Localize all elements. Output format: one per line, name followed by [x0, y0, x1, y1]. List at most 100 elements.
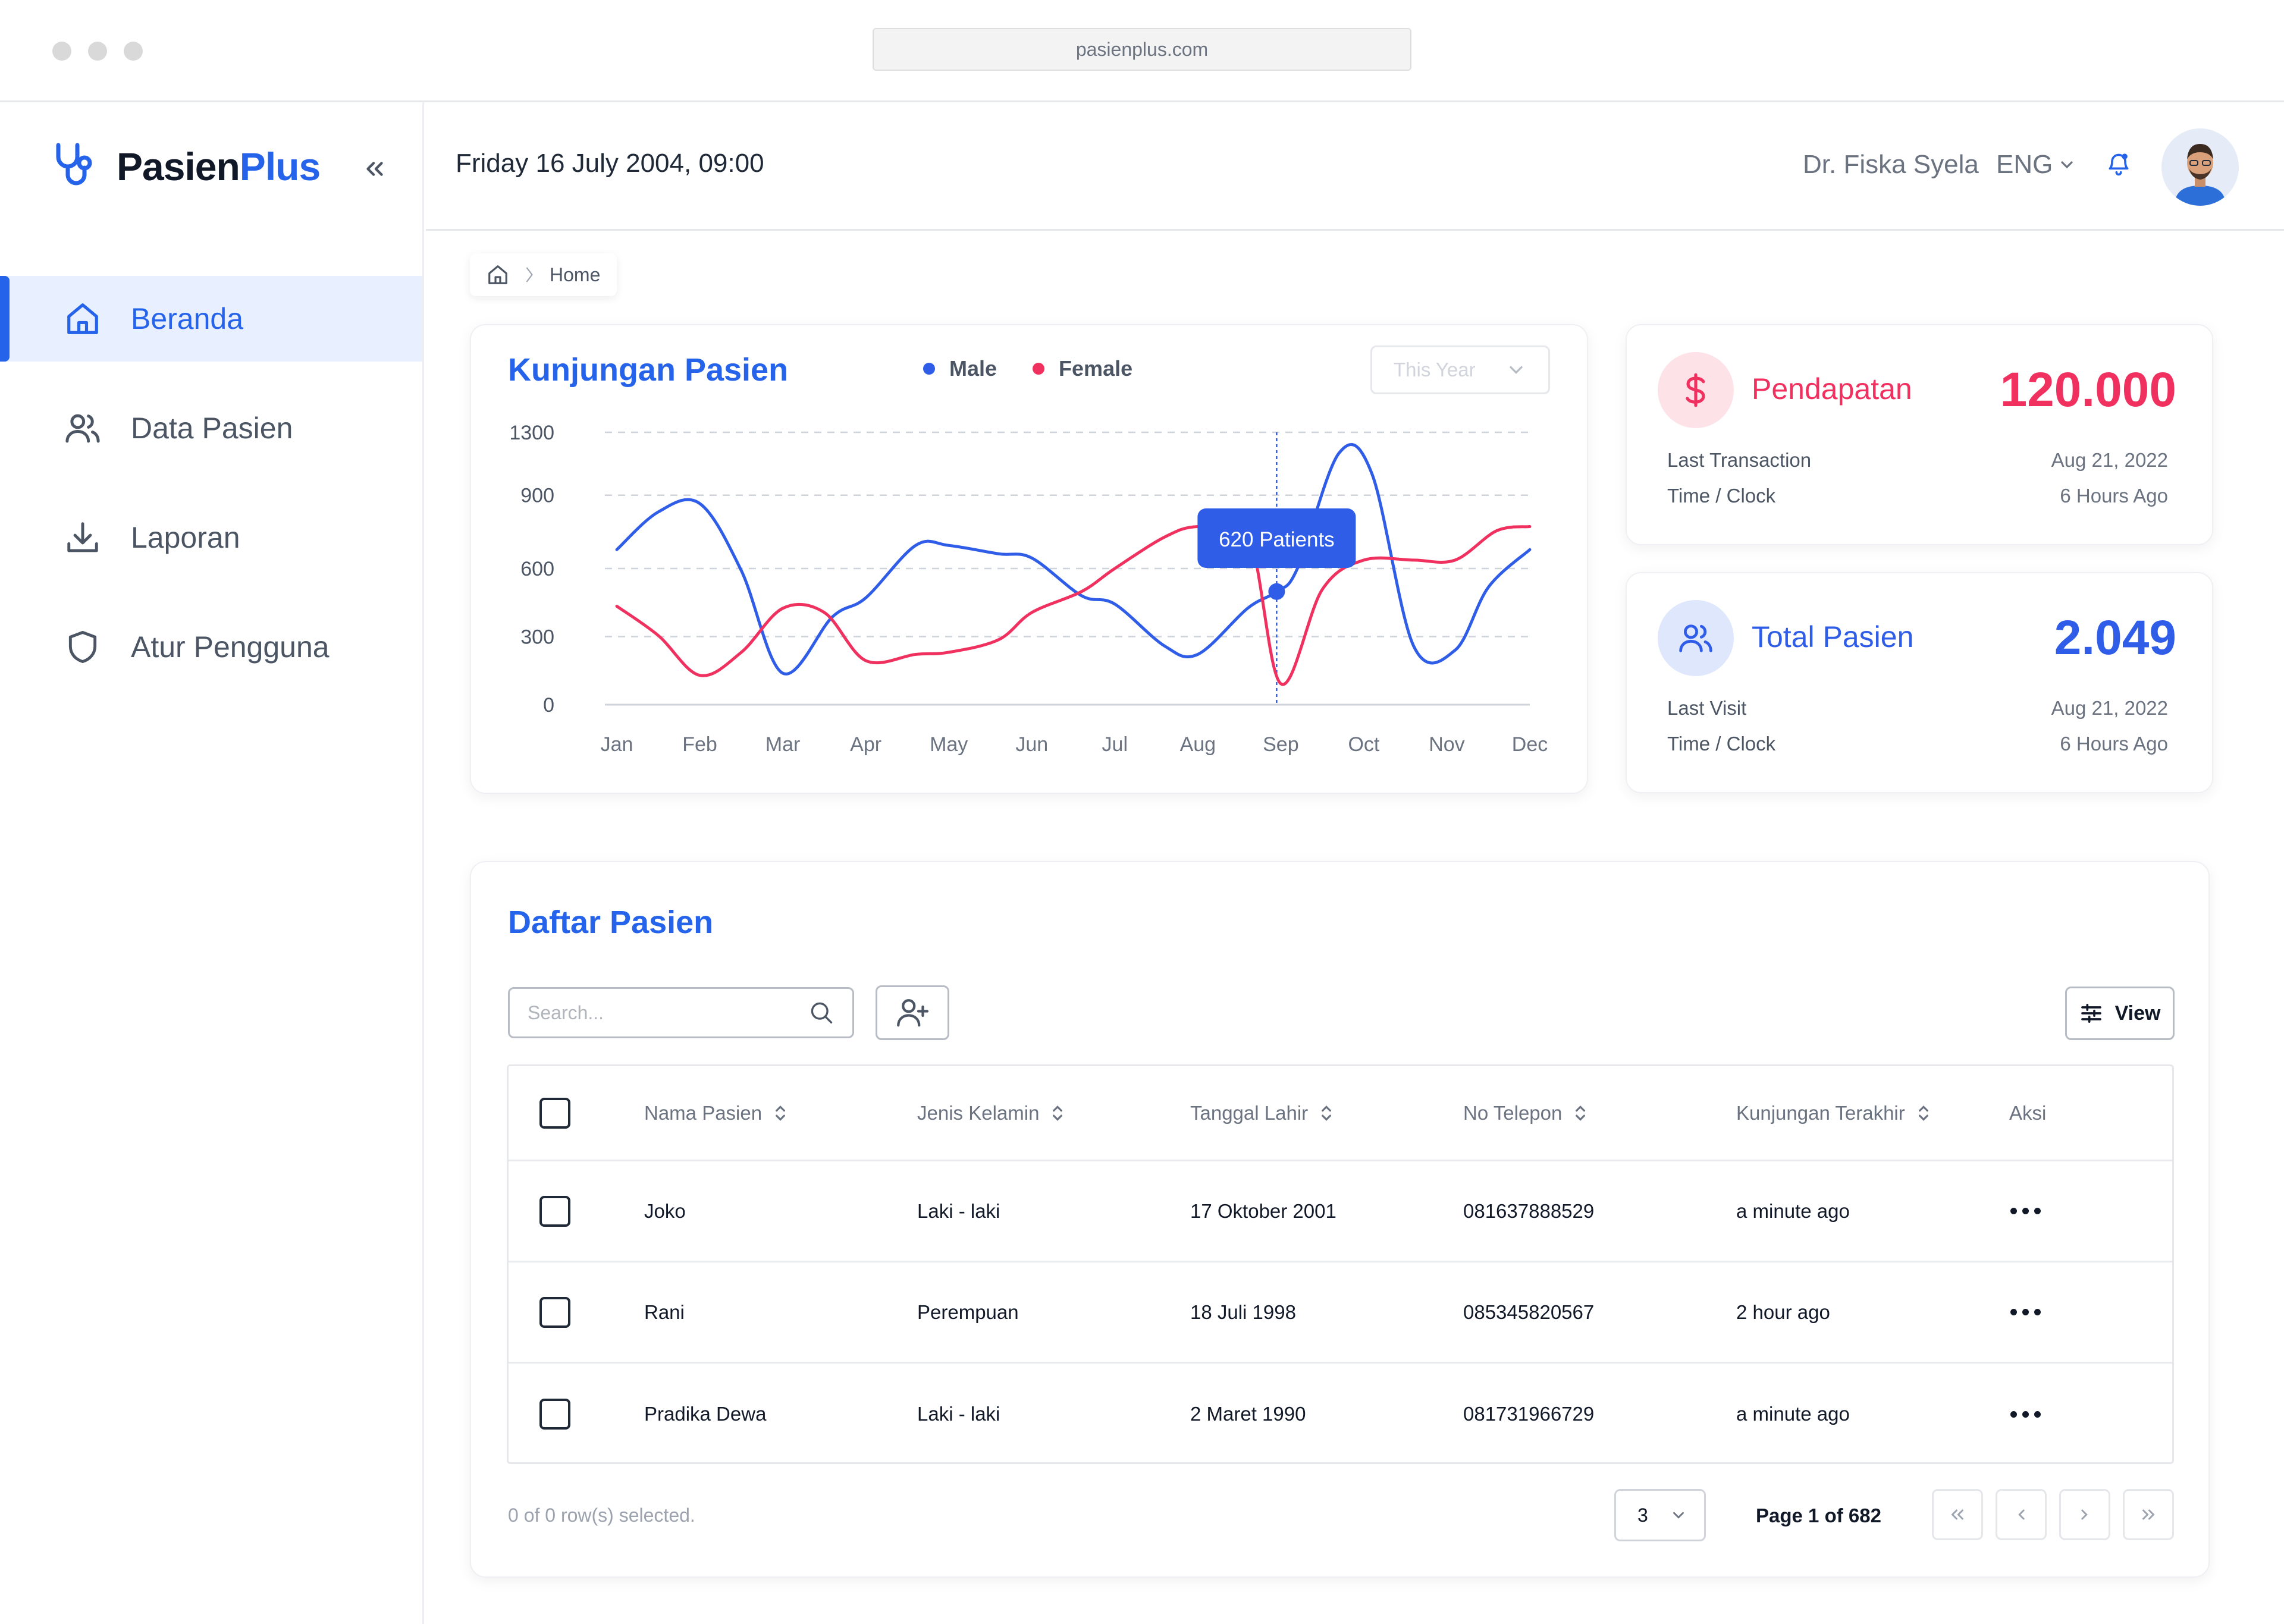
stat-value: 2.049: [2054, 611, 2176, 665]
table-row[interactable]: Joko Laki - laki 17 Oktober 2001 0816378…: [509, 1161, 2172, 1262]
window-maximize-dot[interactable]: [124, 42, 143, 61]
column-header-label: No Telepon: [1463, 1101, 1563, 1124]
x-tick-label: Dec: [1512, 733, 1548, 756]
sidebar-item-beranda[interactable]: Beranda: [0, 276, 422, 362]
sidebar-item-label: Data Pasien: [131, 412, 293, 445]
table-row[interactable]: Rani Perempuan 18 Juli 1998 085345820567…: [509, 1262, 2172, 1364]
top-header: Friday 16 July 2004, 09:00 Dr. Fiska Sye…: [426, 102, 2284, 231]
column-header-label: Kunjungan Terakhir: [1736, 1101, 1905, 1124]
column-header-label: Tanggal Lahir: [1190, 1101, 1309, 1124]
cell-jenis-kelamin: Laki - laki: [917, 1199, 1000, 1222]
sidebar-item-laporan[interactable]: Laporan: [0, 495, 422, 580]
row-checkbox[interactable]: [539, 1296, 570, 1328]
home-icon[interactable]: [487, 263, 509, 286]
x-tick-label: Nov: [1429, 733, 1464, 756]
cell-tanggal-lahir: 17 Oktober 2001: [1190, 1199, 1336, 1222]
period-select[interactable]: This Year: [1370, 345, 1550, 394]
column-header-tanggal-lahir[interactable]: Tanggal Lahir: [1190, 1102, 1334, 1124]
breadcrumb: Home: [470, 253, 617, 296]
rows-per-page-select[interactable]: 3: [1614, 1489, 1706, 1541]
window-close-dot[interactable]: [52, 42, 71, 61]
column-header-nama[interactable]: Nama Pasien: [644, 1102, 788, 1124]
sidebar-item-label: Beranda: [131, 302, 244, 335]
total-patients-stat-card: Total Pasien 2.049 Last Visit Aug 21, 20…: [1626, 572, 2213, 793]
sliders-icon: [2081, 1004, 2101, 1023]
legend-item-male[interactable]: Male: [923, 356, 997, 381]
table-row[interactable]: Pradika Dewa Laki - laki 2 Maret 1990 08…: [509, 1364, 2172, 1462]
sidebar-item-atur-pengguna[interactable]: Atur Pengguna: [0, 604, 422, 690]
previous-page-button[interactable]: [1996, 1489, 2047, 1540]
cell-kunjungan-terakhir: 2 hour ago: [1736, 1301, 1830, 1323]
window-minimize-dot[interactable]: [88, 42, 107, 61]
more-horizontal-icon: [2010, 1411, 2041, 1418]
stat-row-label: Last Visit: [1667, 697, 1747, 719]
y-tick-label: 1300: [509, 422, 554, 444]
search-input[interactable]: [528, 1001, 789, 1024]
sidebar-item-data-pasien[interactable]: Data Pasien: [0, 385, 422, 471]
view-options-button[interactable]: View: [2065, 987, 2175, 1040]
column-header-no-telepon[interactable]: No Telepon: [1463, 1102, 1588, 1124]
bell-icon: [2109, 153, 2129, 176]
line-chart: 1300 900 600 300 0 Jan Feb Mar Apr May Jun Jul Aug Se…: [509, 422, 1548, 756]
users-icon: [63, 409, 102, 448]
x-tick-label: Sep: [1263, 733, 1299, 756]
add-patient-button[interactable]: [876, 985, 949, 1040]
tooltip-box: [1197, 508, 1356, 568]
cell-kunjungan-terakhir: a minute ago: [1736, 1403, 1850, 1425]
chevron-down-icon: [1673, 1512, 1684, 1519]
cell-jenis-kelamin: Laki - laki: [917, 1403, 1000, 1425]
sort-icon: [1322, 1105, 1332, 1121]
avatar[interactable]: [2161, 128, 2239, 206]
current-datetime: Friday 16 July 2004, 09:00: [456, 149, 764, 178]
brand-name: PasienPlus: [117, 145, 321, 189]
stat-label: Pendapatan: [1752, 372, 1912, 406]
period-select-value: This Year: [1394, 359, 1476, 381]
language-selector[interactable]: ENG: [1996, 150, 2076, 180]
search-box: [508, 987, 854, 1038]
cell-no-telepon: 085345820567: [1463, 1301, 1595, 1323]
legend-item-female[interactable]: Female: [1033, 356, 1132, 381]
more-horizontal-icon: [2010, 1208, 2041, 1214]
chevron-left-icon: [2018, 1509, 2025, 1520]
row-checkbox[interactable]: [539, 1195, 570, 1227]
tooltip-label: 620 Patients: [1219, 528, 1335, 551]
sort-icon: [1918, 1105, 1928, 1121]
chevrons-left-icon: [1951, 1509, 1963, 1520]
x-tick-label: Aug: [1180, 733, 1216, 756]
stat-row-label: Time / Clock: [1667, 733, 1776, 755]
search-icon[interactable]: [808, 1000, 834, 1026]
patient-list-title: Daftar Pasien: [508, 904, 714, 940]
shield-icon: [63, 627, 102, 667]
cell-nama: Rani: [644, 1301, 685, 1323]
select-all-checkbox[interactable]: [539, 1097, 570, 1129]
sort-icon: [1053, 1105, 1063, 1121]
x-tick-label: Apr: [850, 733, 881, 756]
column-header-jenis-kelamin[interactable]: Jenis Kelamin: [917, 1102, 1065, 1124]
next-page-button[interactable]: [2059, 1489, 2110, 1540]
chart-title: Kunjungan Pasien: [508, 352, 789, 388]
y-tick-label: 300: [520, 626, 554, 649]
row-checkbox[interactable]: [539, 1399, 570, 1430]
column-header-kunjungan-terakhir[interactable]: Kunjungan Terakhir: [1736, 1102, 1931, 1124]
stat-row: Last Visit Aug 21, 2022: [1667, 697, 2168, 720]
legend-dot-female: [1033, 363, 1045, 375]
x-tick-label: Jul: [1102, 733, 1128, 756]
cell-no-telepon: 081731966729: [1463, 1403, 1595, 1425]
first-page-button[interactable]: [1932, 1489, 1983, 1540]
series-line-female: [615, 517, 1532, 686]
brand-logo[interactable]: PasienPlus: [54, 142, 321, 191]
row-actions-button[interactable]: [2010, 1208, 2041, 1214]
last-page-button[interactable]: [2123, 1489, 2174, 1540]
tooltip-point: [1268, 583, 1285, 600]
user-avatar-icon: [2161, 128, 2239, 206]
column-header-label: Nama Pasien: [644, 1101, 763, 1124]
x-tick-label: May: [930, 733, 968, 756]
y-tick-label: 600: [520, 558, 554, 580]
row-actions-button[interactable]: [2010, 1411, 2041, 1418]
row-actions-button[interactable]: [2010, 1309, 2041, 1315]
stat-value: 120.000: [2000, 363, 2176, 417]
collapse-sidebar-button[interactable]: [358, 152, 391, 186]
address-bar[interactable]: pasienplus.com: [873, 28, 1411, 71]
stat-row: Time / Clock 6 Hours Ago: [1667, 733, 2168, 755]
notifications-button[interactable]: [2102, 147, 2135, 181]
